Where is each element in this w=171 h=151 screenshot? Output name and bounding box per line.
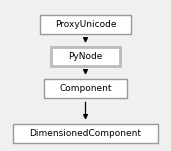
Text: DimensionedComponent: DimensionedComponent (30, 129, 141, 138)
FancyBboxPatch shape (51, 47, 120, 66)
Text: PyNode: PyNode (68, 52, 103, 61)
FancyBboxPatch shape (13, 124, 158, 143)
Text: Component: Component (59, 84, 112, 93)
Text: ProxyUnicode: ProxyUnicode (55, 20, 116, 29)
FancyBboxPatch shape (40, 15, 131, 34)
FancyBboxPatch shape (44, 79, 127, 98)
